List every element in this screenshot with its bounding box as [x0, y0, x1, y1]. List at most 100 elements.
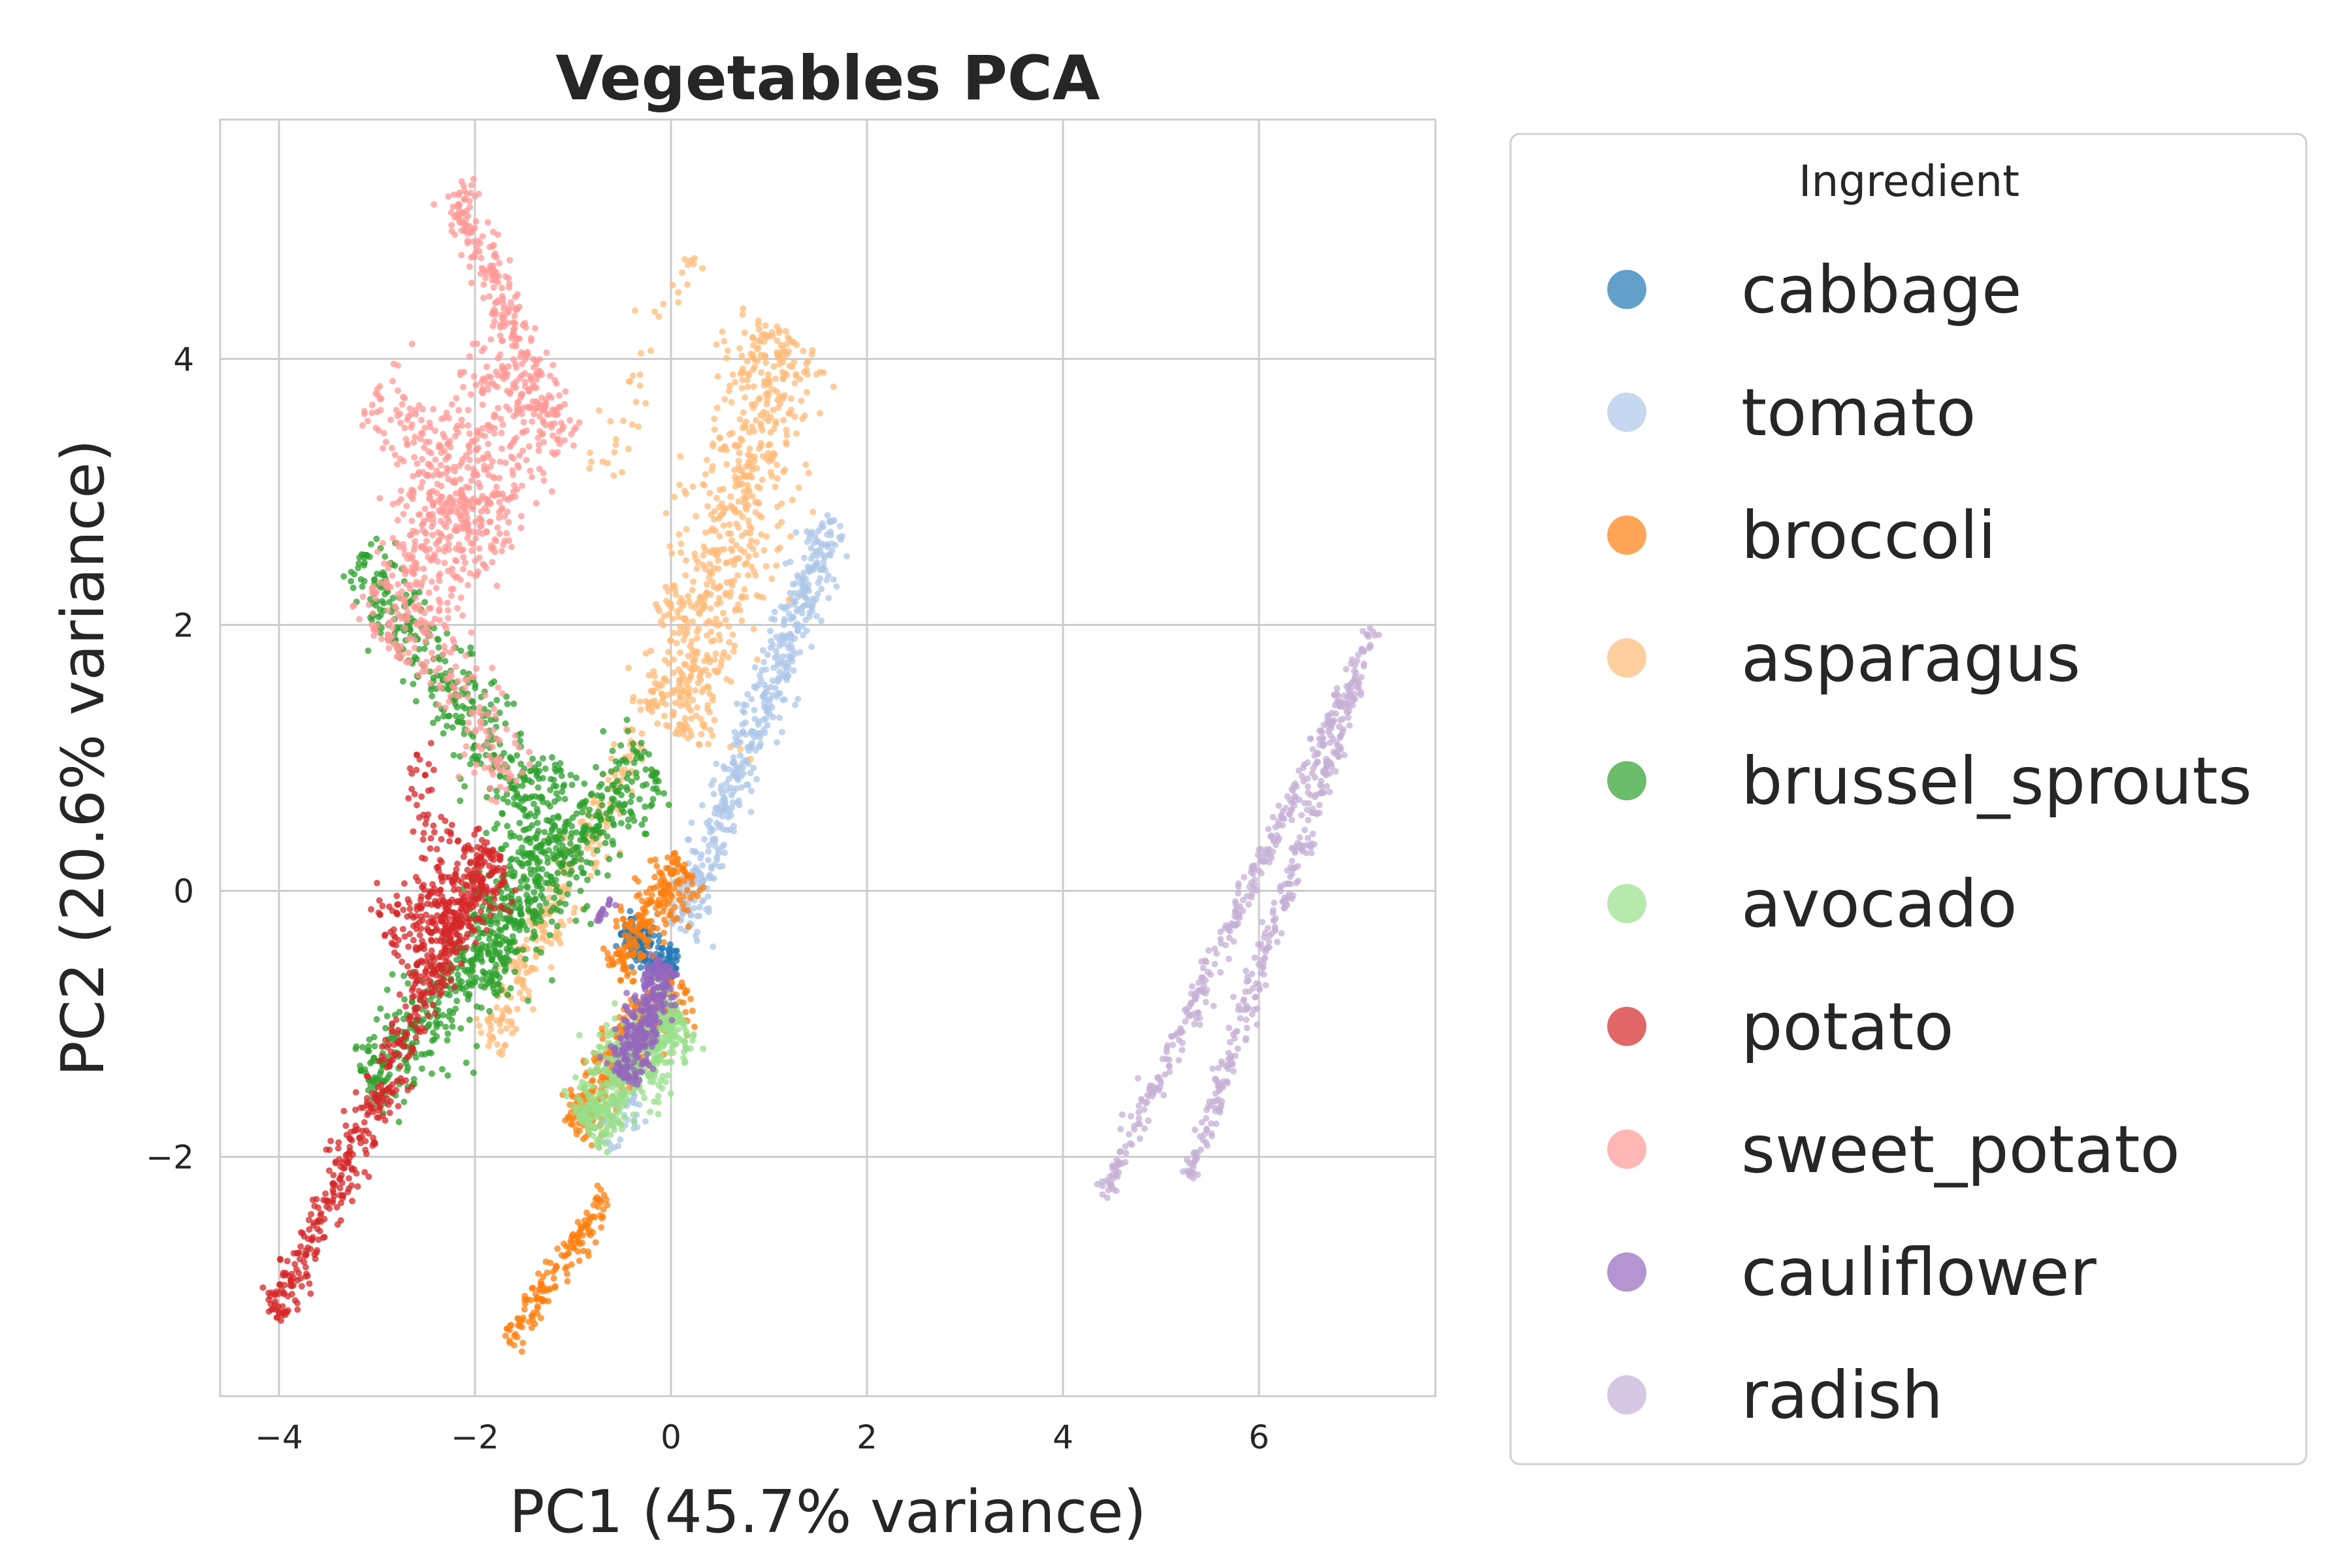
data-point: [487, 902, 494, 909]
data-point: [787, 655, 794, 662]
data-point: [521, 984, 528, 991]
data-point: [681, 868, 688, 875]
data-point: [508, 855, 515, 862]
data-point: [419, 938, 426, 945]
data-point: [598, 1082, 606, 1089]
data-point: [596, 1144, 603, 1151]
data-point: [389, 1028, 396, 1036]
data-point: [693, 513, 700, 520]
data-point: [600, 1066, 608, 1073]
data-point: [405, 943, 412, 951]
data-point: [785, 596, 792, 604]
data-point: [758, 369, 765, 376]
data-point: [551, 894, 558, 902]
data-point: [755, 344, 762, 351]
data-point: [458, 921, 465, 928]
data-point: [685, 923, 692, 930]
data-point: [691, 1023, 698, 1030]
data-point: [409, 994, 416, 1001]
data-point: [554, 1245, 561, 1252]
data-point: [429, 693, 436, 700]
data-point: [581, 780, 588, 787]
data-point: [670, 629, 677, 636]
data-point: [700, 877, 707, 884]
data-point: [382, 591, 388, 598]
data-point: [676, 721, 683, 728]
data-point: [404, 980, 412, 987]
data-point: [284, 1258, 291, 1265]
data-point: [472, 974, 480, 981]
data-point: [307, 1290, 314, 1298]
data-point: [711, 843, 719, 850]
data-point: [631, 875, 638, 882]
data-point: [572, 917, 580, 924]
data-point: [588, 458, 595, 465]
data-point: [516, 899, 523, 906]
data-point: [288, 1290, 295, 1298]
data-point: [793, 430, 800, 437]
data-point: [732, 557, 739, 563]
data-point: [486, 1007, 493, 1015]
data-point: [774, 461, 781, 468]
data-point: [817, 548, 824, 555]
data-point: [770, 449, 777, 457]
data-point: [470, 745, 477, 752]
data-point: [661, 790, 668, 797]
data-point: [670, 866, 678, 874]
data-point: [662, 921, 670, 928]
data-point: [625, 728, 631, 735]
data-point: [763, 689, 770, 696]
data-point: [774, 652, 781, 659]
data-point: [517, 911, 525, 918]
data-point: [434, 715, 441, 722]
data-point: [673, 957, 680, 964]
data-point: [820, 369, 827, 376]
data-point: [732, 442, 739, 449]
data-point: [717, 446, 724, 453]
data-point: [450, 751, 457, 759]
data-point: [482, 970, 489, 977]
data-point: [478, 836, 485, 843]
data-point: [710, 440, 717, 448]
data-point: [744, 451, 751, 458]
data-point: [677, 691, 684, 698]
data-point: [587, 791, 595, 798]
data-point: [702, 471, 709, 478]
data-point: [770, 386, 777, 393]
data-point: [566, 880, 573, 887]
data-point: [673, 947, 680, 955]
data-point: [553, 887, 560, 894]
data-point: [802, 617, 809, 623]
data-point: [672, 730, 679, 737]
data-point: [566, 917, 574, 924]
data-point: [647, 857, 654, 864]
data-point: [704, 632, 711, 639]
data-point: [404, 913, 411, 920]
data-point: [694, 928, 701, 936]
data-point: [537, 1315, 544, 1322]
data-point: [798, 397, 805, 404]
data-point: [764, 706, 772, 713]
data-point: [710, 836, 717, 843]
data-point: [696, 610, 703, 617]
data-point: [435, 999, 442, 1006]
data-point: [519, 1339, 527, 1347]
data-point: [547, 873, 554, 880]
data-point: [491, 896, 498, 903]
data-point: [502, 841, 510, 849]
data-point: [738, 437, 745, 444]
data-point: [614, 1088, 621, 1096]
data-point: [357, 1104, 364, 1111]
data-point: [506, 862, 513, 870]
data-point: [464, 930, 471, 938]
data-point: [534, 1310, 541, 1317]
data-point: [585, 811, 592, 819]
data-point: [578, 1226, 585, 1233]
data-point: [762, 359, 770, 366]
data-point: [774, 349, 781, 356]
data-point: [438, 892, 446, 900]
data-point: [703, 581, 710, 588]
data-point: [514, 1315, 521, 1322]
data-point: [770, 713, 777, 721]
data-point: [789, 497, 796, 504]
